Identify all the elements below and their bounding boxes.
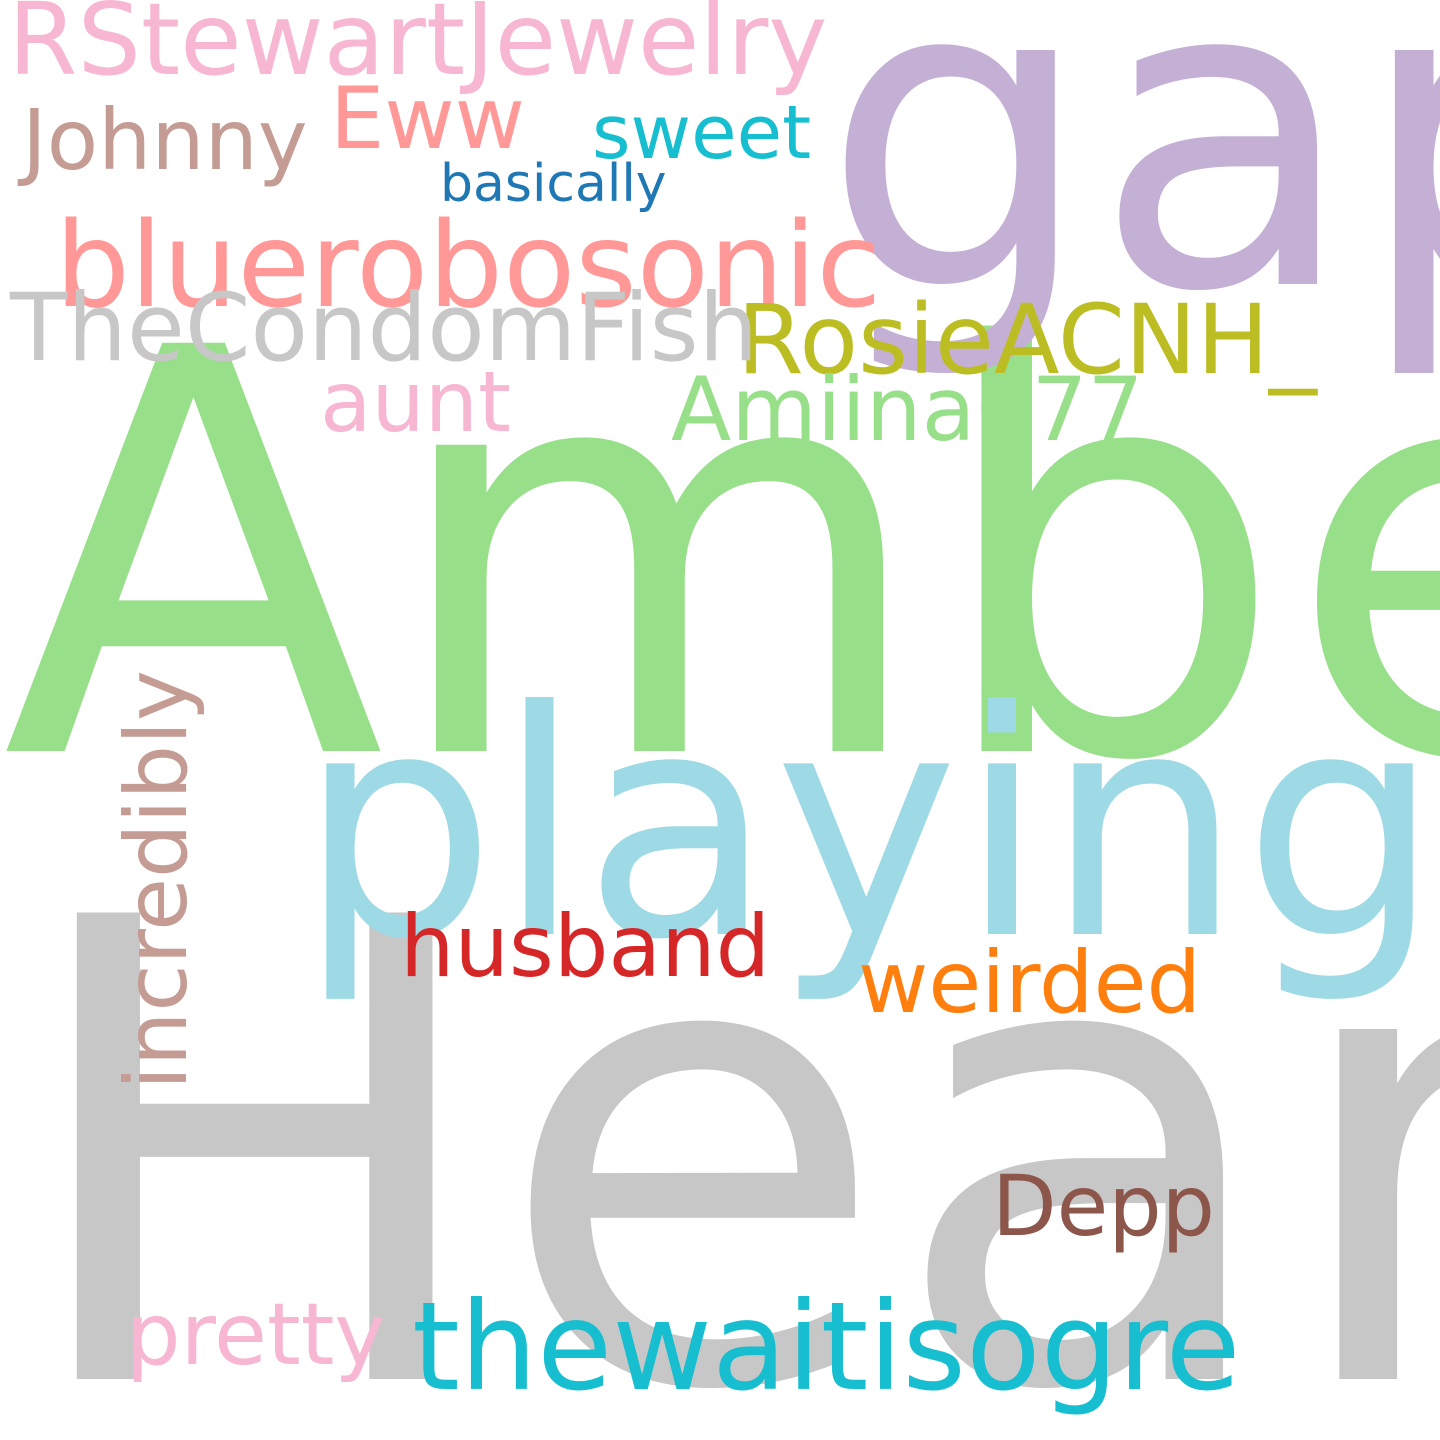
word-rstewartjewelry: RStewartJewelry — [8, 0, 828, 98]
word-eww: Eww — [330, 69, 526, 169]
word-heard: Heard — [14, 785, 1440, 1440]
word-thewaitisogre: thewaitisogre — [412, 1276, 1241, 1418]
word-weirded: weirded — [858, 933, 1202, 1033]
word-playing: playing — [298, 644, 1440, 1008]
word-rosieacnh: RosieACNH_ — [737, 284, 1317, 396]
word-incredibly: incredibly — [107, 670, 207, 1090]
word-johnny: Johnny — [22, 91, 308, 189]
word-gap: gap — [822, 0, 1440, 385]
word-depp: Depp — [992, 1157, 1216, 1255]
word-thecondomfish: TheCondomFish — [10, 274, 759, 383]
word-aunt: aunt — [320, 353, 511, 451]
word-husband: husband — [400, 897, 771, 997]
word-bluerobosonic: bluerobosonic — [55, 196, 882, 334]
word-amber: Amber — [2, 232, 1440, 884]
word-pretty: pretty — [126, 1285, 386, 1385]
word-basically: basically — [440, 154, 667, 214]
word-sweet: sweet — [592, 90, 812, 176]
word-amiina077: Amiina077 — [671, 358, 1144, 461]
